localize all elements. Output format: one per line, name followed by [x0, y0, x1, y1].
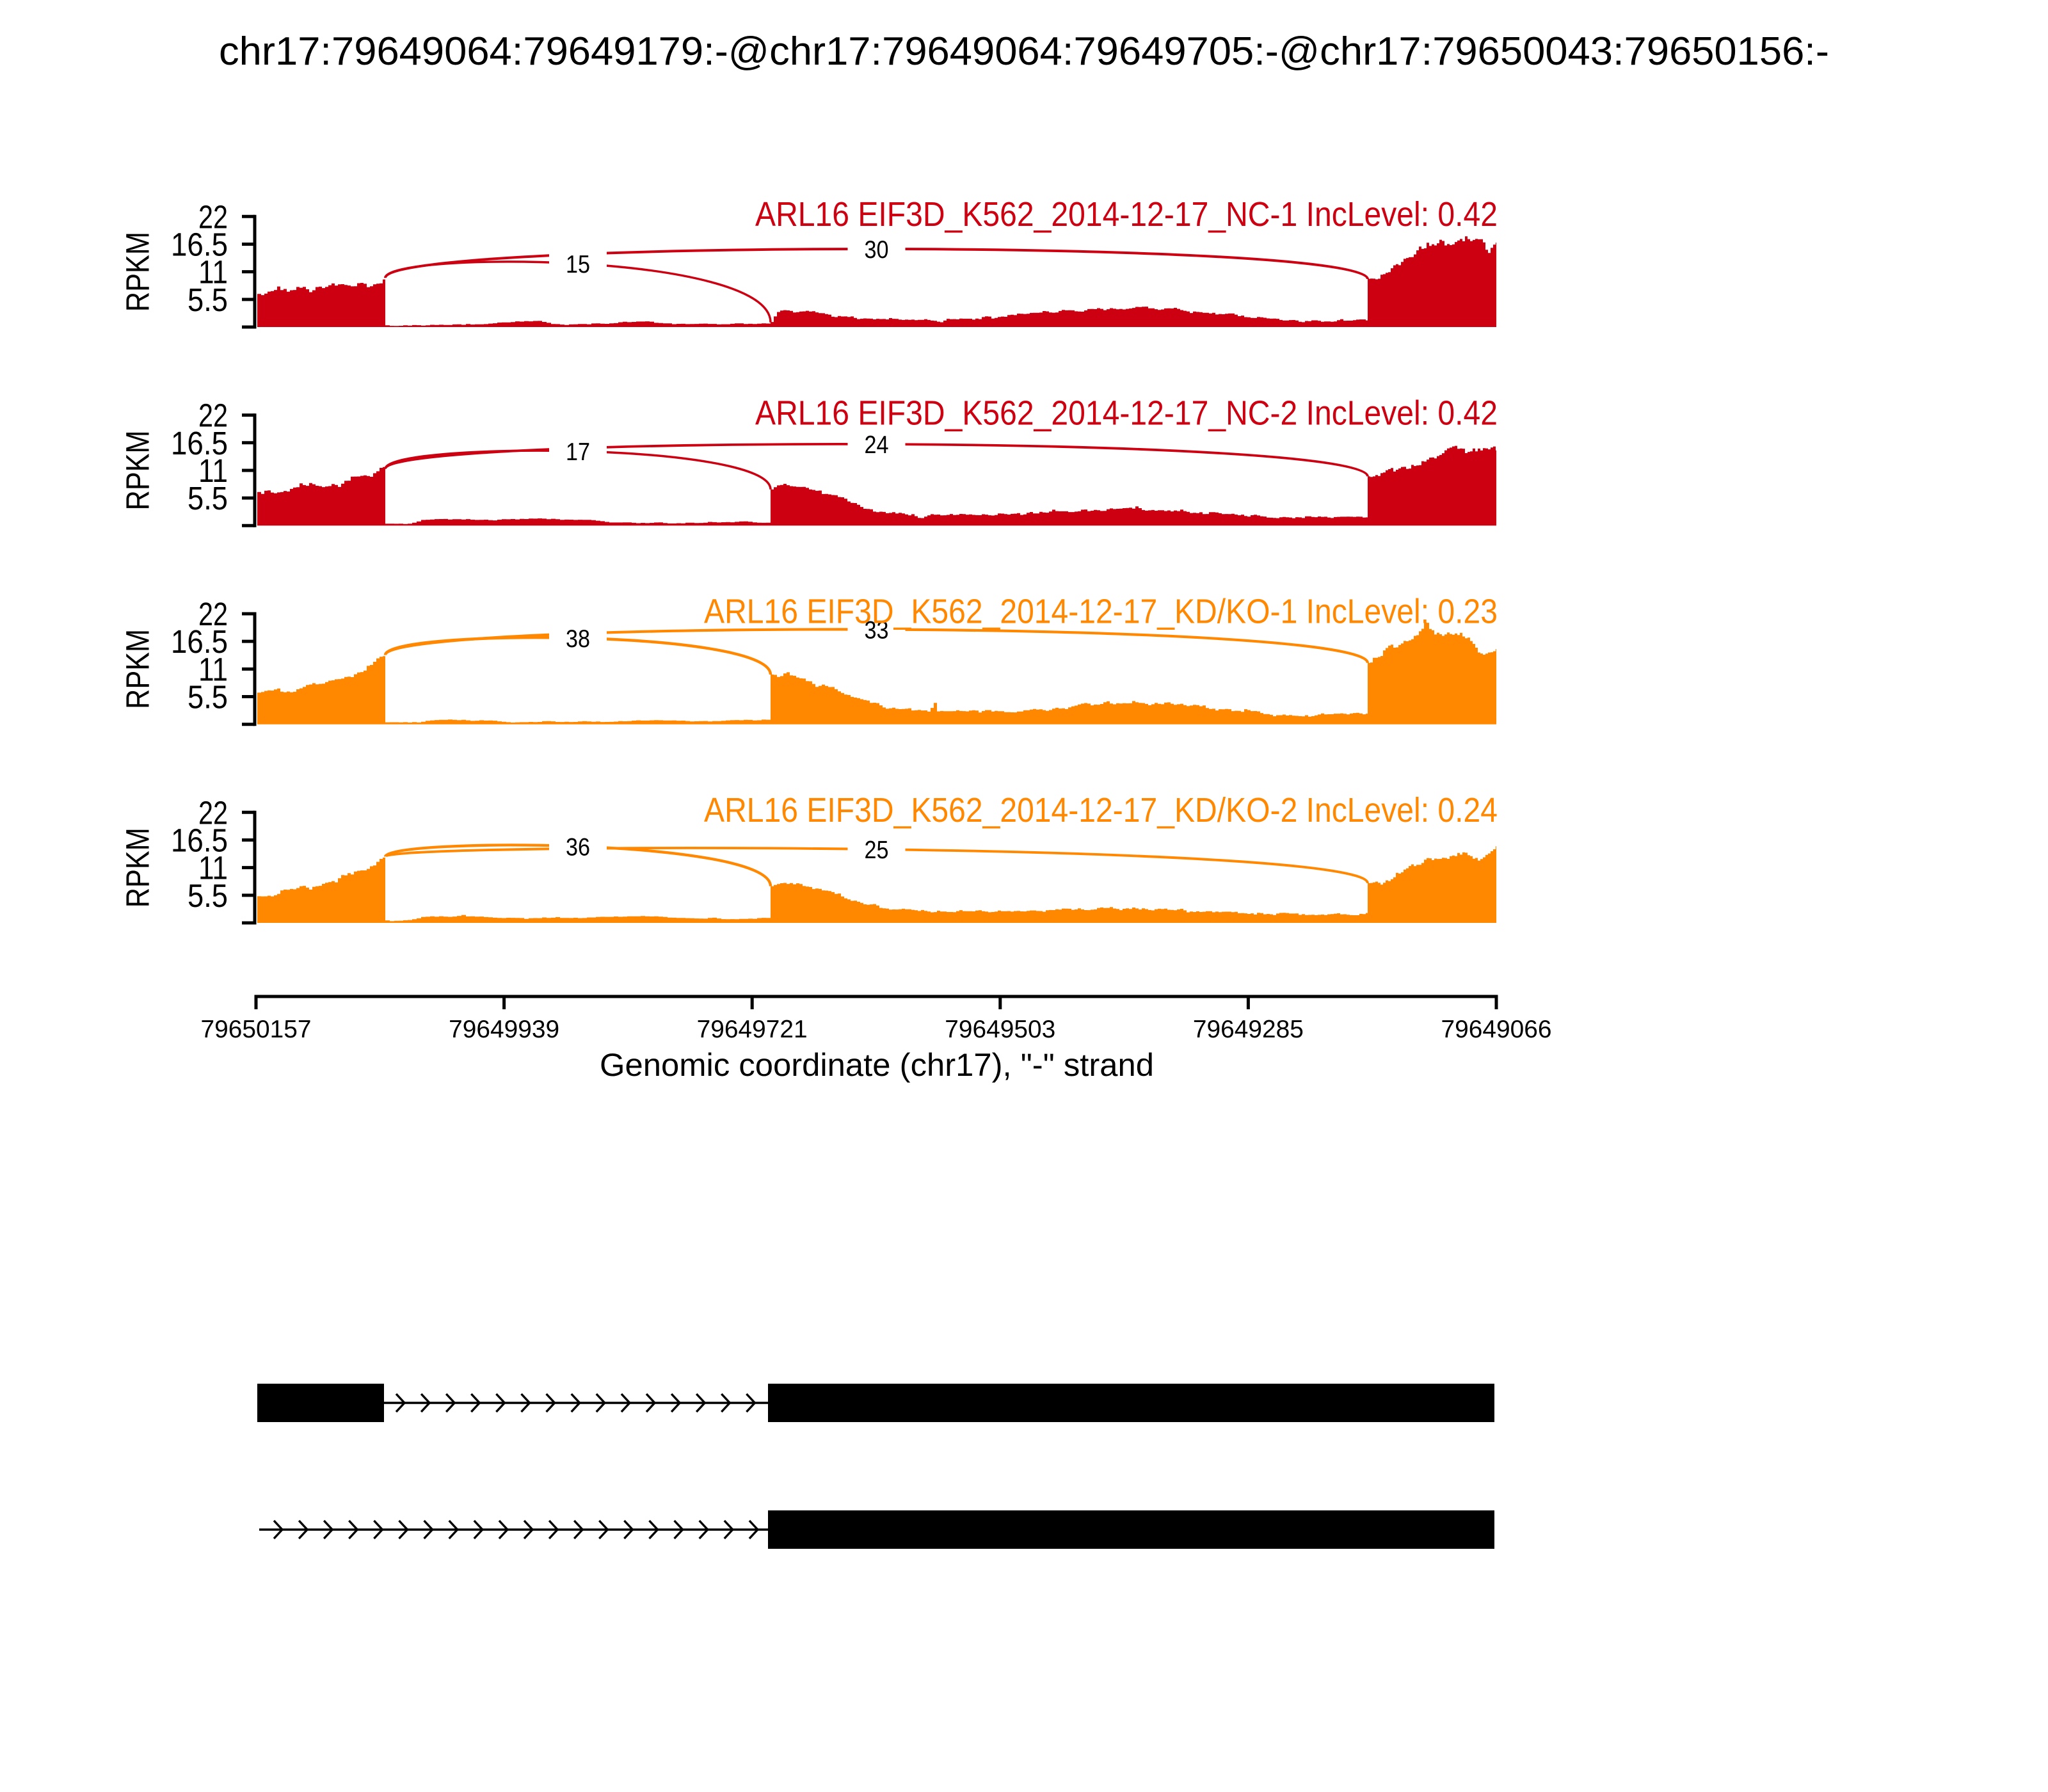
svg-text:ARL16 EIF3D_K562_2014-12-17_NC: ARL16 EIF3D_K562_2014-12-17_NC-1 IncLeve… — [755, 195, 1498, 234]
svg-text:22: 22 — [198, 794, 228, 831]
svg-text:38: 38 — [566, 625, 590, 653]
svg-text:79649066: 79649066 — [1441, 1016, 1552, 1043]
svg-text:16.5: 16.5 — [171, 822, 228, 859]
svg-text:24: 24 — [865, 431, 889, 459]
svg-text:5.5: 5.5 — [188, 282, 228, 318]
svg-text:36: 36 — [566, 834, 590, 861]
svg-text:11: 11 — [198, 651, 228, 687]
svg-text:79649503: 79649503 — [945, 1016, 1055, 1043]
svg-text:16.5: 16.5 — [171, 425, 228, 461]
svg-text:RPKM: RPKM — [119, 828, 156, 908]
svg-text:15: 15 — [566, 251, 590, 278]
svg-text:ARL16 EIF3D_K562_2014-12-17_KD: ARL16 EIF3D_K562_2014-12-17_KD/KO-2 IncL… — [704, 791, 1498, 829]
svg-text:Genomic coordinate (chr17), "-: Genomic coordinate (chr17), "-" strand — [600, 1047, 1154, 1083]
svg-text:RPKM: RPKM — [119, 232, 156, 312]
svg-text:5.5: 5.5 — [188, 480, 228, 516]
svg-text:79649285: 79649285 — [1193, 1016, 1304, 1043]
svg-text:17: 17 — [566, 438, 590, 466]
svg-text:79650157: 79650157 — [201, 1016, 312, 1043]
svg-text:11: 11 — [198, 254, 228, 291]
svg-text:79649721: 79649721 — [697, 1016, 808, 1043]
svg-text:ARL16 EIF3D_K562_2014-12-17_NC: ARL16 EIF3D_K562_2014-12-17_NC-2 IncLeve… — [755, 394, 1498, 432]
svg-text:5.5: 5.5 — [188, 679, 228, 716]
svg-text:16.5: 16.5 — [171, 623, 228, 660]
svg-text:ARL16 EIF3D_K562_2014-12-17_KD: ARL16 EIF3D_K562_2014-12-17_KD/KO-1 IncL… — [704, 593, 1498, 631]
svg-text:RPKM: RPKM — [119, 430, 156, 510]
svg-text:chr17:79649064:79649179:-@chr1: chr17:79649064:79649179:-@chr17:79649064… — [219, 29, 1829, 74]
svg-text:25: 25 — [865, 836, 889, 864]
svg-text:33: 33 — [865, 617, 889, 644]
svg-text:22: 22 — [198, 397, 228, 434]
svg-text:22: 22 — [198, 596, 228, 632]
svg-text:11: 11 — [198, 452, 228, 489]
svg-text:RPKM: RPKM — [119, 629, 156, 709]
svg-text:22: 22 — [198, 198, 228, 235]
svg-text:16.5: 16.5 — [171, 227, 228, 263]
svg-text:11: 11 — [198, 850, 228, 886]
svg-text:79649939: 79649939 — [449, 1016, 559, 1043]
svg-text:5.5: 5.5 — [188, 877, 228, 914]
svg-text:30: 30 — [865, 236, 889, 264]
